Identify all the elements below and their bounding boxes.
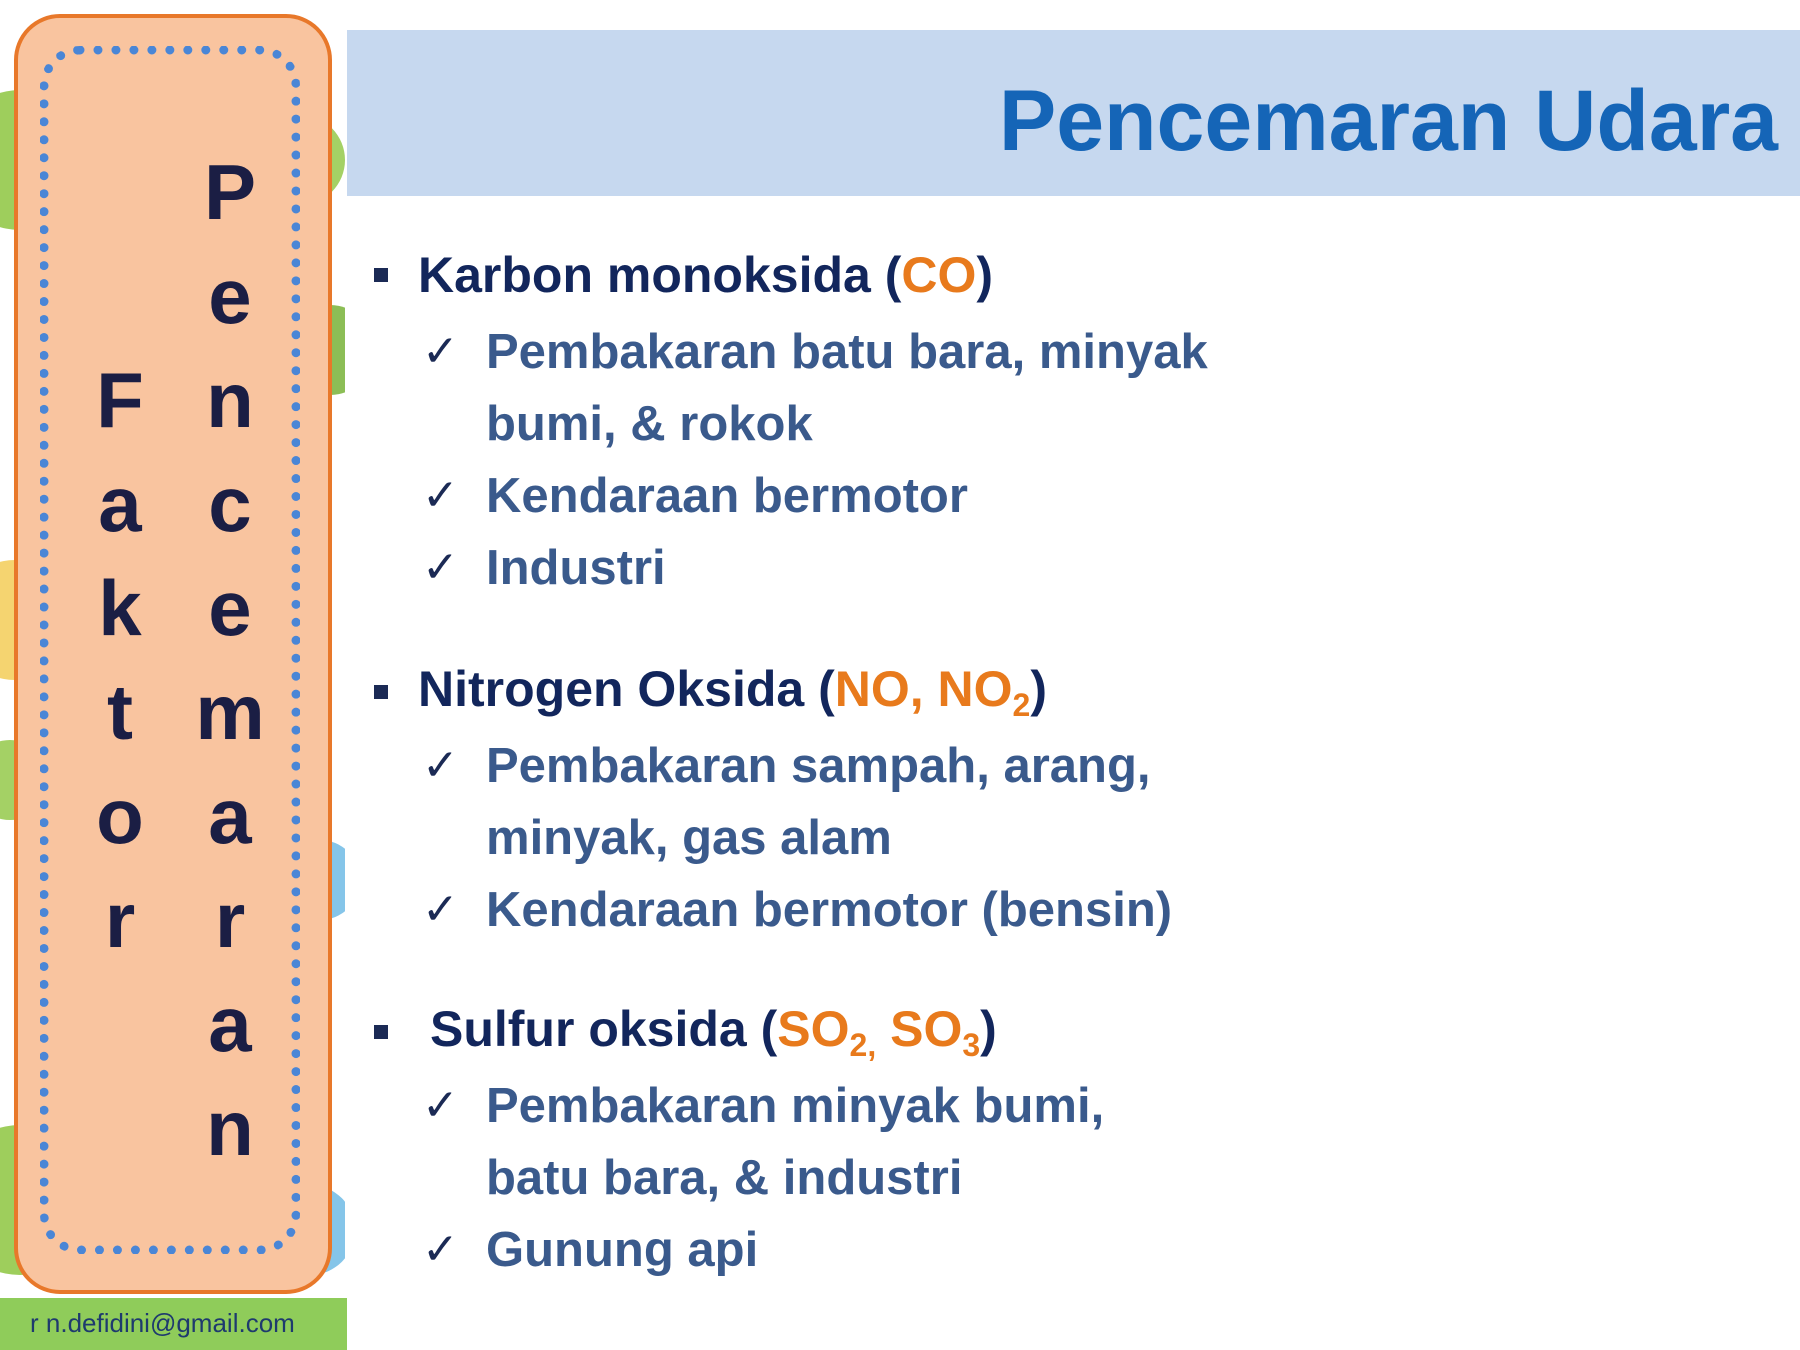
letter: t	[107, 668, 133, 756]
side-panel	[14, 14, 332, 1294]
check-icon: ✓	[422, 326, 459, 377]
section-heading-co: Karbon monoksida (CO)	[360, 246, 993, 304]
heading-text: Karbon monoksida (CO)	[418, 246, 993, 304]
square-bullet-icon	[374, 685, 388, 699]
page-title: Pencemaran Udara	[998, 73, 1778, 169]
formula-subscript: 2	[1012, 687, 1031, 723]
letter: a	[208, 772, 252, 860]
heading-text: Sulfur oksida (SO2, SO3)	[430, 1000, 997, 1064]
check-icon: ✓	[422, 740, 459, 791]
list-item: ✓ Kendaraan bermotor (bensin)	[422, 874, 1172, 946]
letter: a	[98, 460, 142, 548]
letter: n	[206, 1084, 254, 1172]
item-text: Kendaraan bermotor (bensin)	[486, 883, 1173, 937]
list-item: ✓ Pembakaran batu bara, minyak bumi, & r…	[422, 316, 1208, 460]
letter: a	[208, 980, 252, 1068]
heading-label: Nitrogen Oksida (	[418, 661, 835, 717]
item-text: Pembakaran sampah, arang, minyak, gas al…	[486, 739, 1151, 865]
letter: e	[208, 564, 252, 652]
letter: F	[96, 356, 144, 444]
formula: CO	[901, 247, 977, 303]
letter: e	[208, 252, 252, 340]
heading-suffix: )	[1030, 661, 1047, 717]
item-text: Pembakaran batu bara, minyak bumi, & rok…	[486, 325, 1208, 451]
heading-label: Karbon monoksida (	[418, 247, 902, 303]
heading-text: Nitrogen Oksida (NO, NO2)	[418, 660, 1047, 724]
letter: P	[203, 148, 257, 236]
check-icon: ✓	[422, 470, 459, 521]
list-item: ✓ Pembakaran sampah, arang, minyak, gas …	[422, 730, 1151, 874]
item-text: Industri	[486, 541, 666, 595]
formula-subscript: 2,	[849, 1027, 877, 1063]
heading-label: Sulfur oksida (	[430, 1001, 778, 1057]
letter: r	[214, 876, 246, 964]
list-item: ✓ Pembakaran minyak bumi, batu bara, & i…	[422, 1070, 1104, 1214]
check-icon: ✓	[422, 1224, 459, 1275]
author-email: r n.defidini@gmail.com	[30, 1308, 295, 1338]
formula: SO	[876, 1001, 963, 1057]
vertical-word-faktor: F a k t o r	[85, 348, 155, 972]
heading-suffix: )	[976, 247, 994, 303]
check-icon: ✓	[422, 542, 459, 593]
list-item: ✓ Gunung api	[422, 1214, 758, 1286]
square-bullet-icon	[374, 268, 388, 282]
side-panel-dotted-border	[40, 46, 300, 1254]
letter: m	[195, 668, 265, 756]
check-icon: ✓	[422, 884, 459, 935]
list-item: ✓ Industri	[422, 532, 666, 604]
letter: c	[208, 460, 252, 548]
letter: n	[206, 356, 254, 444]
email-bar	[0, 1298, 347, 1350]
letter: o	[96, 772, 144, 860]
square-bullet-icon	[374, 1025, 388, 1039]
formula-subscript: 3	[962, 1027, 981, 1063]
item-text: Pembakaran minyak bumi, batu bara, & ind…	[486, 1079, 1105, 1205]
formula: SO	[777, 1001, 850, 1057]
check-icon: ✓	[422, 1080, 459, 1131]
item-text: Kendaraan bermotor	[486, 469, 968, 523]
list-item: ✓ Kendaraan bermotor	[422, 460, 968, 532]
vertical-word-pencemaran: P e n c e m a r a n	[190, 140, 270, 1180]
letter: r	[104, 876, 136, 964]
section-heading-no: Nitrogen Oksida (NO, NO2)	[360, 660, 1047, 724]
item-text: Gunung api	[486, 1223, 759, 1277]
heading-suffix: )	[980, 1001, 997, 1057]
section-heading-so: Sulfur oksida (SO2, SO3)	[360, 1000, 997, 1064]
letter: k	[98, 564, 142, 652]
formula: NO, NO	[834, 661, 1013, 717]
title-bar: Pencemaran Udara	[347, 30, 1800, 196]
